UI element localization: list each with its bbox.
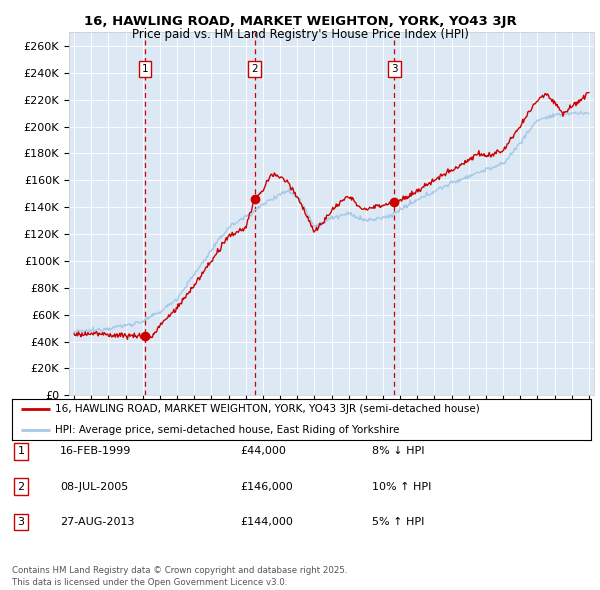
Text: £44,000: £44,000	[240, 447, 286, 456]
Text: £146,000: £146,000	[240, 482, 293, 491]
Text: Price paid vs. HM Land Registry's House Price Index (HPI): Price paid vs. HM Land Registry's House …	[131, 28, 469, 41]
Text: 8% ↓ HPI: 8% ↓ HPI	[372, 447, 425, 456]
Text: 16-FEB-1999: 16-FEB-1999	[60, 447, 131, 456]
Text: 27-AUG-2013: 27-AUG-2013	[60, 517, 134, 527]
Text: 1: 1	[17, 447, 25, 456]
Text: 2: 2	[17, 482, 25, 491]
Text: £144,000: £144,000	[240, 517, 293, 527]
Text: HPI: Average price, semi-detached house, East Riding of Yorkshire: HPI: Average price, semi-detached house,…	[55, 425, 400, 434]
Text: 10% ↑ HPI: 10% ↑ HPI	[372, 482, 431, 491]
Text: 5% ↑ HPI: 5% ↑ HPI	[372, 517, 424, 527]
Text: 1: 1	[142, 64, 148, 74]
Text: 16, HAWLING ROAD, MARKET WEIGHTON, YORK, YO43 3JR: 16, HAWLING ROAD, MARKET WEIGHTON, YORK,…	[83, 15, 517, 28]
Text: 3: 3	[391, 64, 398, 74]
Text: 16, HAWLING ROAD, MARKET WEIGHTON, YORK, YO43 3JR (semi-detached house): 16, HAWLING ROAD, MARKET WEIGHTON, YORK,…	[55, 405, 480, 414]
Text: Contains HM Land Registry data © Crown copyright and database right 2025.
This d: Contains HM Land Registry data © Crown c…	[12, 566, 347, 587]
Text: 2: 2	[251, 64, 258, 74]
Text: 08-JUL-2005: 08-JUL-2005	[60, 482, 128, 491]
Text: 3: 3	[17, 517, 25, 527]
